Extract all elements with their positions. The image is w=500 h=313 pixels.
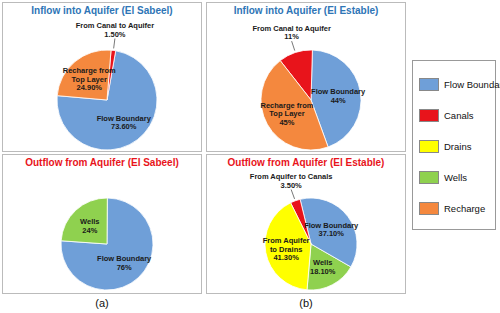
svg-text:From Canal to Aquifer11%: From Canal to Aquifer11%	[252, 24, 331, 42]
svg-text:Wells24%: Wells24%	[80, 217, 99, 235]
svg-text:Flow Boundary37.10%: Flow Boundary37.10%	[304, 221, 359, 239]
html-text:Drains: Drains	[444, 141, 472, 152]
html-text:(a): (a)	[95, 297, 109, 309]
svg-text:From Canal to Aquifer1.50%: From Canal to Aquifer1.50%	[76, 21, 155, 39]
svg-text:From Aquiferto Drains41.30%: From Aquiferto Drains41.30%	[263, 236, 310, 262]
html-text:Canals: Canals	[444, 110, 474, 121]
html-text:Outflow from Aquifer (El Estab: Outflow from Aquifer (El Estable)	[227, 157, 385, 168]
svg-text:Flow Boundary76%: Flow Boundary76%	[97, 254, 152, 272]
svg-text:Flow Boundary44%: Flow Boundary44%	[311, 87, 366, 105]
svg-text:From Aquifer to Canals3.50%: From Aquifer to Canals3.50%	[250, 172, 333, 190]
svg-text:Wells18.10%: Wells18.10%	[310, 258, 336, 276]
svg-text:Recharge fromTop Layer45%: Recharge fromTop Layer45%	[260, 101, 313, 127]
html-text:(b): (b)	[299, 297, 313, 309]
html-text:Recharge: Recharge	[444, 203, 486, 214]
svg-text:Flow Boundary73.60%: Flow Boundary73.60%	[97, 114, 152, 132]
svg-text:Recharge fromTop Layer24.90%: Recharge fromTop Layer24.90%	[63, 66, 116, 92]
html-text:Inflow into Aquifer (El Establ: Inflow into Aquifer (El Estable)	[233, 5, 379, 16]
html-text:Inflow into Aquifer (El Sabeel: Inflow into Aquifer (El Sabeel)	[31, 5, 173, 16]
html-text:Outflow from Aquifer (El Sabee: Outflow from Aquifer (El Sabeel)	[25, 157, 179, 168]
html-text:Wells: Wells	[444, 172, 468, 183]
